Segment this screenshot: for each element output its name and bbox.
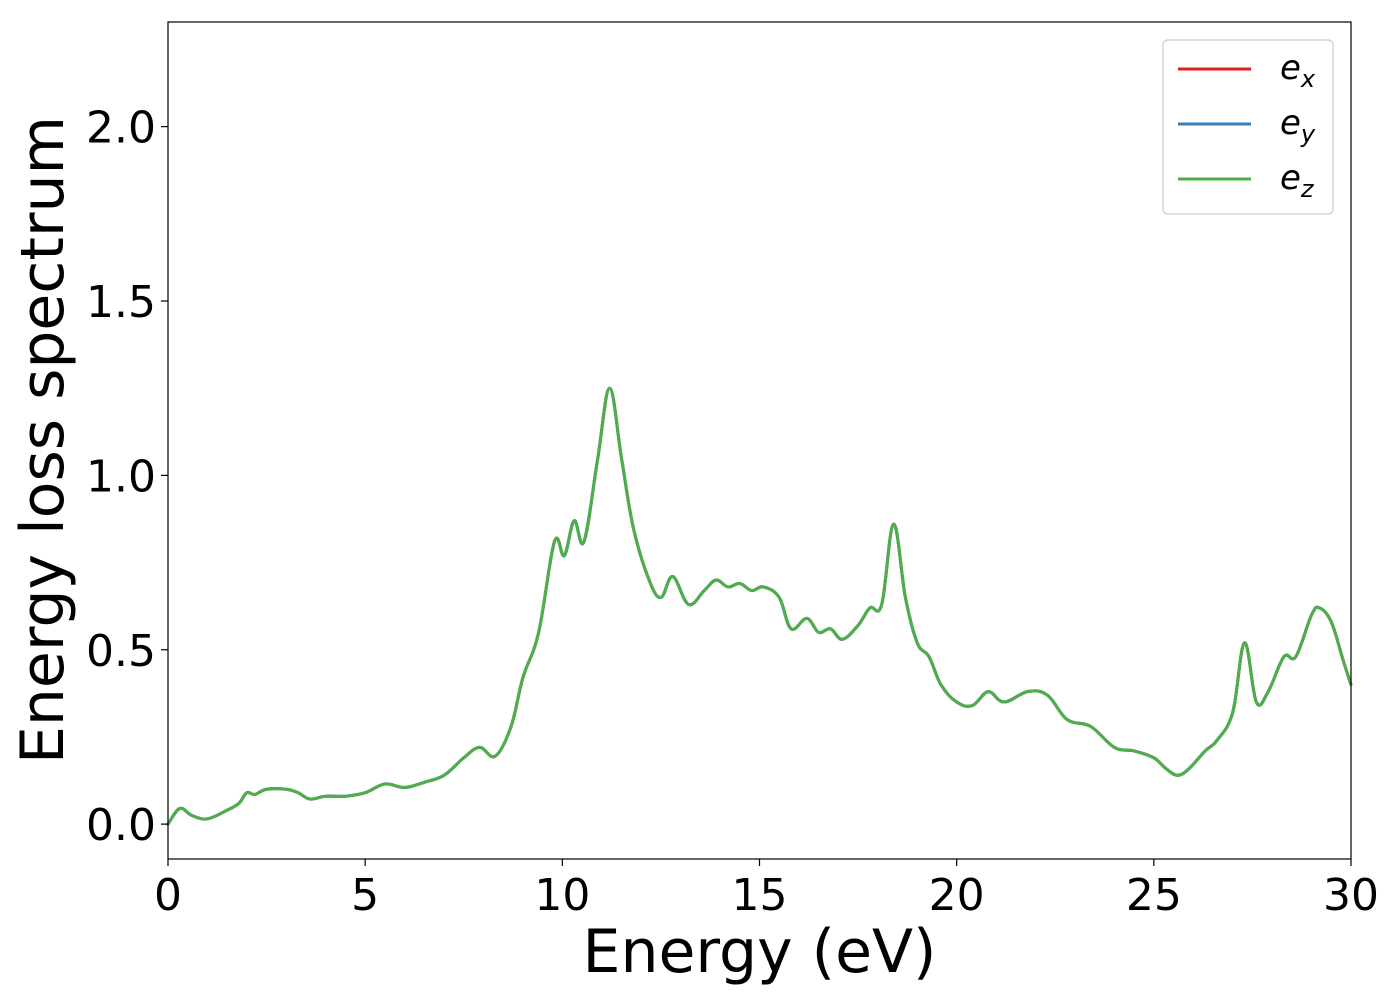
y-tick-label: 2.0	[86, 103, 156, 154]
x-tick-label: 10	[534, 870, 590, 921]
y-tick-label: 1.5	[86, 277, 156, 328]
x-axis-label: Energy (eV)	[583, 917, 937, 987]
y-axis-label: Energy loss spectrum	[8, 116, 78, 764]
y-tick-label: 0.5	[86, 626, 156, 677]
x-tick-label: 15	[732, 870, 788, 921]
legend-label: ey	[1280, 103, 1316, 148]
x-tick-label: 25	[1126, 870, 1182, 921]
y-axis-ticks: 0.0 0.5 1.0 1.5 2.0	[86, 103, 168, 851]
legend-label: ex	[1280, 48, 1316, 93]
x-tick-label: 30	[1323, 870, 1379, 921]
x-tick-label: 5	[351, 870, 379, 921]
x-tick-label: 20	[929, 870, 985, 921]
y-tick-label: 1.0	[86, 451, 156, 502]
series-line-e-z	[166, 386, 1353, 826]
x-tick-label: 0	[154, 870, 182, 921]
legend-label: ez	[1280, 158, 1315, 203]
legend: ex ey ez	[1162, 39, 1334, 215]
y-tick-label: 0.0	[86, 800, 156, 851]
series-layer	[166, 386, 1353, 826]
legend-box	[1162, 39, 1334, 215]
legend-items: ex ey ez	[1178, 48, 1316, 203]
x-axis-ticks: 0 5 10 15 20 25 30	[154, 859, 1379, 921]
